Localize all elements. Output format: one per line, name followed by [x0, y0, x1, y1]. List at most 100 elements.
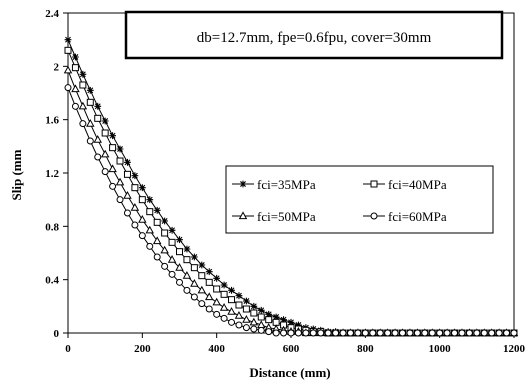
data-point [108, 164, 117, 173]
data-point [465, 329, 473, 337]
data-point [93, 135, 102, 143]
x-tick-label: 0 [65, 343, 71, 355]
legend: fci=35MPa fci=40MPa fci=50MPa fci=60MPa [225, 165, 494, 234]
data-point [161, 229, 169, 237]
data-point [101, 168, 109, 176]
data-point [265, 316, 273, 324]
legend-entry: fci=50MPa [232, 209, 316, 224]
data-point [64, 84, 72, 92]
series-circle [64, 84, 518, 337]
data-point [272, 313, 280, 321]
data-point [257, 306, 265, 314]
data-point [115, 177, 125, 186]
data-point [287, 318, 295, 326]
y-tick-label: 0.4 [45, 275, 59, 287]
data-point [64, 36, 72, 44]
data-point [376, 329, 384, 337]
data-point [406, 329, 414, 337]
data-point [436, 329, 444, 337]
data-point [220, 314, 228, 322]
x-tick-label: 1000 [429, 343, 452, 355]
data-point [473, 329, 481, 337]
data-point [168, 226, 176, 234]
data-point [72, 53, 79, 61]
data-point [146, 196, 154, 204]
data-point [131, 221, 139, 229]
data-point [94, 153, 102, 161]
data-point [243, 297, 250, 305]
data-point [317, 329, 325, 337]
data-point [190, 253, 198, 261]
data-point [235, 292, 243, 300]
data-point [94, 102, 102, 110]
data-point [220, 281, 228, 289]
data-point [294, 329, 302, 337]
data-point [64, 46, 72, 54]
data-point [495, 329, 503, 337]
data-point [265, 328, 273, 336]
x-tick-label: 600 [283, 343, 300, 355]
data-point [71, 102, 79, 110]
data-point [79, 70, 87, 78]
data-point [116, 145, 124, 153]
annotation-box: db=12.7mm, fpe=0.6fpu, cover=30mm [124, 10, 504, 60]
data-point [182, 271, 192, 279]
data-point [183, 256, 191, 264]
data-point [228, 296, 236, 304]
data-point [86, 119, 95, 127]
data-point [168, 238, 176, 246]
legend-box [225, 165, 494, 234]
data-point [250, 302, 258, 310]
data-point [138, 232, 146, 240]
data-point [220, 290, 228, 298]
x-tick-label: 800 [357, 343, 374, 355]
data-point [71, 64, 79, 72]
y-tick-label: 1.6 [45, 115, 59, 127]
data-point [443, 329, 451, 337]
data-point [242, 305, 250, 313]
data-point [480, 329, 488, 337]
y-axis-title: Slip (mm [9, 149, 24, 200]
data-point [124, 158, 131, 166]
y-tick-label: 1.2 [45, 168, 59, 180]
data-point [272, 329, 280, 337]
data-point [109, 144, 117, 152]
data-point [153, 218, 161, 226]
legend-marker [239, 180, 247, 188]
data-point [503, 329, 511, 337]
data-point [428, 329, 436, 337]
data-point [146, 208, 154, 216]
data-point [71, 84, 80, 93]
data-point [190, 264, 198, 272]
data-point [332, 329, 340, 337]
data-point [361, 329, 369, 337]
data-point [228, 318, 236, 326]
x-axis-title: Distance (mm) [249, 365, 330, 380]
data-point [257, 313, 265, 321]
legend-entry: fci=35MPa [232, 177, 316, 192]
data-point [123, 191, 132, 199]
data-point [146, 242, 154, 250]
data-point [101, 117, 109, 125]
data-point [242, 315, 251, 323]
data-point [302, 329, 310, 337]
data-point [183, 245, 191, 253]
data-point [198, 261, 206, 269]
data-point [205, 305, 213, 313]
legend-label: fci=60MPa [388, 209, 447, 224]
data-point [183, 286, 191, 294]
data-point [250, 309, 258, 317]
data-point [250, 325, 258, 333]
data-point [101, 129, 109, 137]
data-point [369, 329, 377, 337]
axes: 0 0.4 0.8 1.2 1.6 2 2.4 0 200 400 600 800 1000 1200 [45, 8, 525, 355]
data-point [219, 303, 229, 311]
data-point [86, 86, 94, 94]
data-point [145, 225, 155, 234]
data-point [324, 329, 332, 337]
data-point [116, 157, 124, 165]
data-point [235, 301, 243, 309]
data-point [213, 285, 221, 293]
data-point [228, 286, 235, 294]
series-layer [63, 36, 519, 337]
